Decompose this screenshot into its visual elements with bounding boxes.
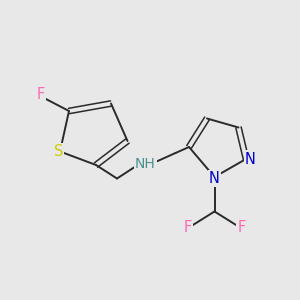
Text: F: F (237, 220, 246, 236)
Text: F: F (36, 87, 45, 102)
Text: NH: NH (135, 157, 156, 170)
Text: N: N (209, 171, 220, 186)
Text: F: F (183, 220, 192, 236)
Text: N: N (245, 152, 256, 166)
Text: S: S (54, 144, 63, 159)
